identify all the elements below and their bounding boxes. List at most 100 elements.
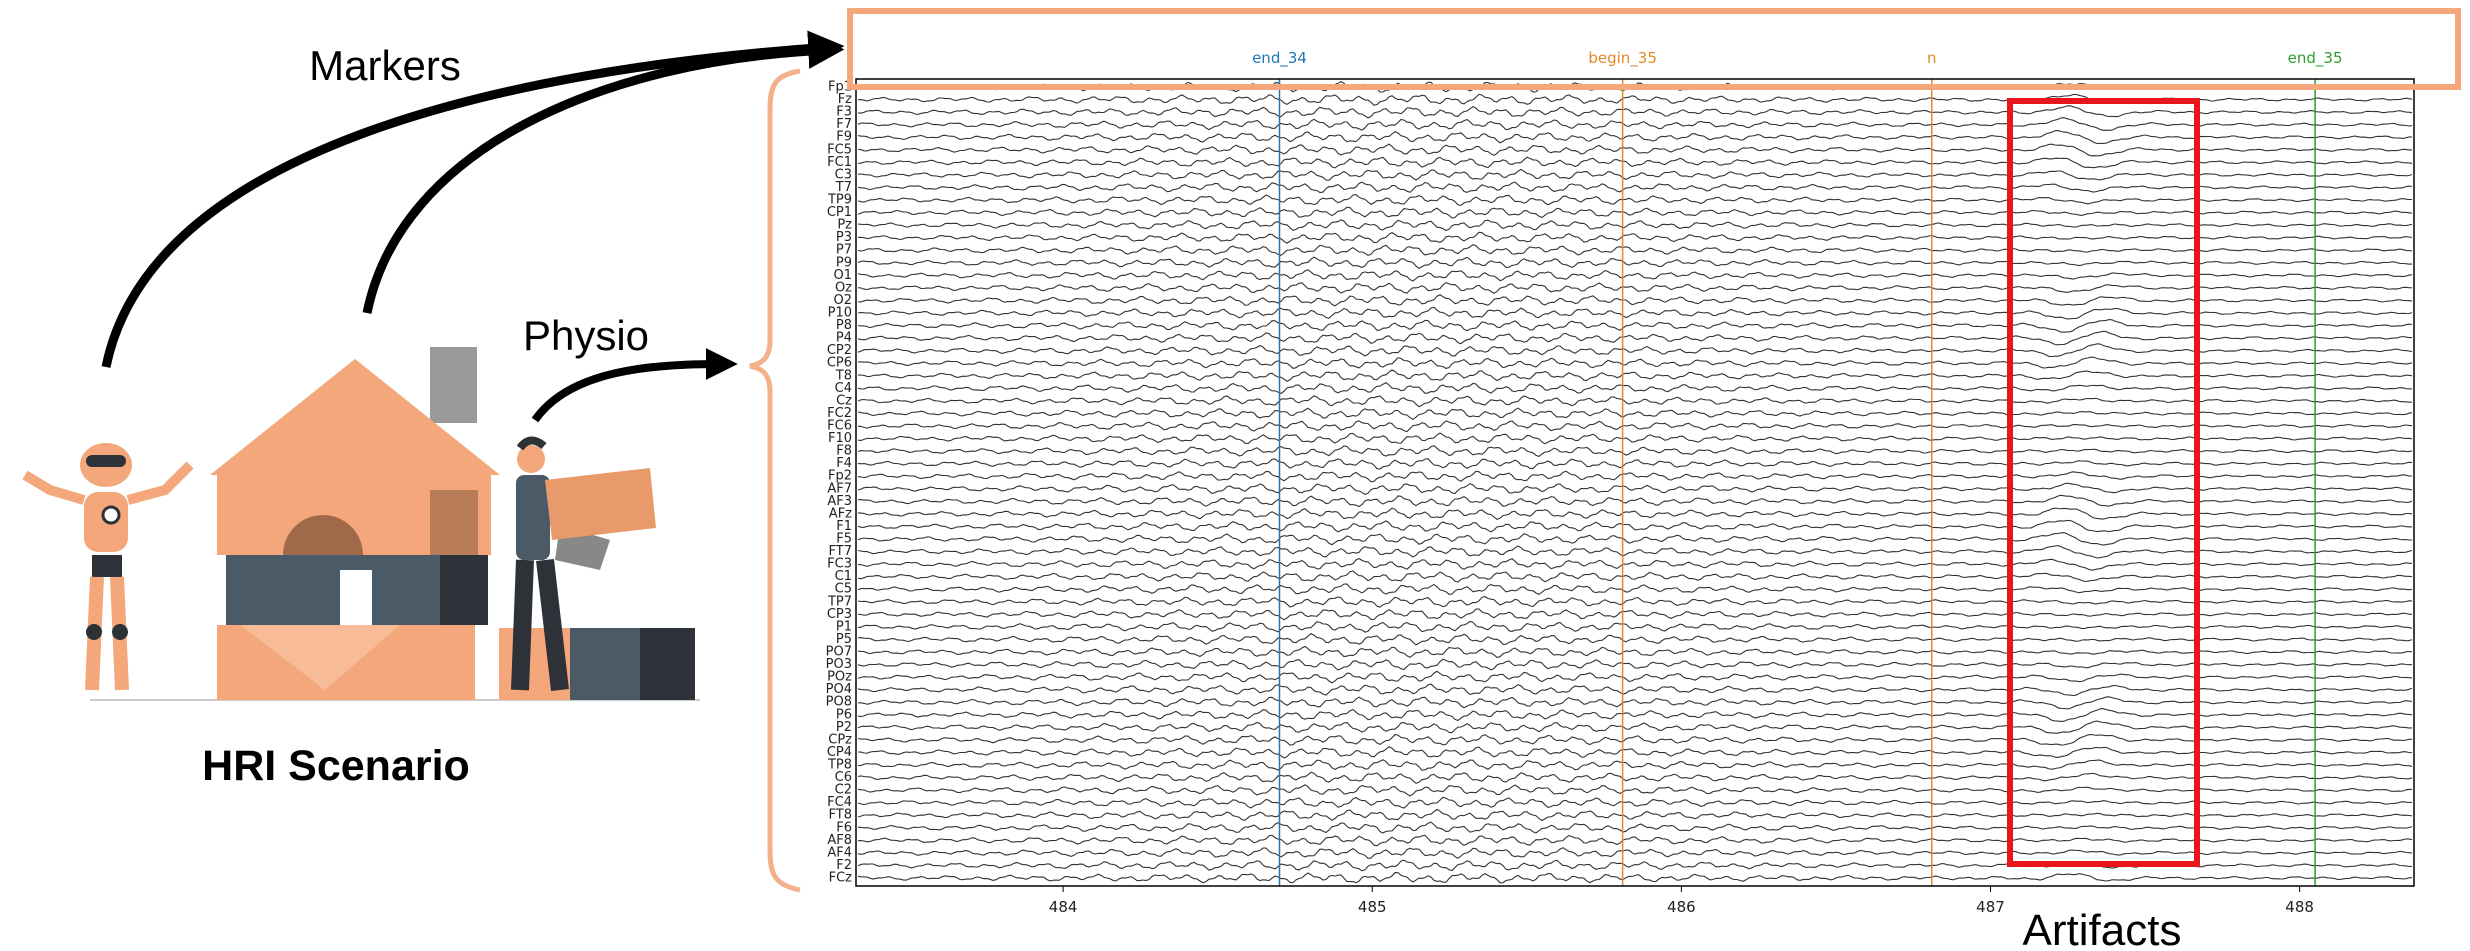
eeg-trace xyxy=(857,432,2413,445)
eeg-trace xyxy=(857,306,2413,320)
channel-label: P8 xyxy=(836,318,852,333)
eeg-trace xyxy=(857,168,2413,181)
eeg-trace xyxy=(857,105,2413,119)
channel-label: F9 xyxy=(836,130,852,145)
channel-label: FC4 xyxy=(827,795,852,810)
channel-label: CP4 xyxy=(827,745,852,760)
markers-label: Markers xyxy=(309,42,461,89)
channel-label: F4 xyxy=(836,456,852,471)
eeg-trace xyxy=(857,156,2413,169)
channel-label: P1 xyxy=(836,619,852,634)
channel-label: FC3 xyxy=(827,557,852,572)
x-tick-label: 485 xyxy=(1358,898,1387,916)
channel-label: F3 xyxy=(836,105,852,120)
eeg-trace xyxy=(857,130,2412,145)
eeg-trace xyxy=(857,708,2413,722)
x-tick-label: 486 xyxy=(1667,898,1696,916)
eeg-trace xyxy=(857,658,2413,671)
eeg-trace xyxy=(857,494,2413,508)
eeg-trace xyxy=(857,645,2413,659)
hri-illustration xyxy=(22,347,700,701)
channel-label: Pz xyxy=(837,218,852,233)
channel-label: FCz xyxy=(829,871,853,886)
eeg-plot: Fp1FzF3F7F9FC5FC1C3T7TP9CP1PzP3P7P9O1OzO… xyxy=(826,49,2413,916)
event-label: begin_35 xyxy=(1588,49,1657,68)
eeg-trace xyxy=(857,219,2413,232)
eeg-trace xyxy=(857,784,2413,797)
eeg-trace xyxy=(857,847,2413,859)
eeg-trace xyxy=(857,420,2413,433)
eeg-trace xyxy=(857,206,2413,219)
eeg-trace xyxy=(857,633,2413,646)
eeg-trace xyxy=(857,507,2413,521)
eeg-trace xyxy=(857,470,2413,483)
channel-label: Fz xyxy=(838,92,852,107)
channel-label: F5 xyxy=(836,532,852,547)
eeg-trace xyxy=(857,482,2413,496)
x-tick-label: 488 xyxy=(2285,898,2314,916)
channel-label: Oz xyxy=(835,280,852,295)
channel-label: O2 xyxy=(833,293,852,308)
eeg-trace xyxy=(857,356,2413,370)
event-label: end_35 xyxy=(2288,49,2343,68)
channel-label: PO7 xyxy=(826,645,852,660)
eeg-trace xyxy=(857,330,2412,346)
channel-label: O1 xyxy=(833,268,852,283)
channel-label: FC2 xyxy=(827,406,852,421)
channel-label: P2 xyxy=(836,720,852,735)
channel-label: FT7 xyxy=(829,544,852,559)
channel-label: TP7 xyxy=(827,594,852,609)
eeg-trace xyxy=(857,282,2413,294)
channel-label: CP1 xyxy=(827,205,852,220)
channel-label: F1 xyxy=(836,519,852,534)
channel-label: Fp1 xyxy=(828,80,852,95)
eeg-trace xyxy=(857,458,2413,470)
channel-label: F7 xyxy=(836,117,852,132)
channel-label: PO3 xyxy=(826,657,852,672)
channel-label: AFz xyxy=(829,506,852,521)
eeg-trace xyxy=(857,269,2413,282)
eeg-trace xyxy=(857,746,2413,759)
channel-label: AF3 xyxy=(827,494,852,509)
eeg-trace xyxy=(857,243,2413,257)
eeg-trace xyxy=(857,545,2413,559)
channel-label: FC6 xyxy=(827,419,852,434)
channel-label: C6 xyxy=(835,770,852,785)
event-label: n xyxy=(1927,49,1937,67)
eeg-trace xyxy=(857,231,2413,244)
markers-arrow xyxy=(101,30,845,368)
channel-label: P5 xyxy=(836,632,852,647)
channel-label: AF4 xyxy=(827,845,852,860)
channel-label: C1 xyxy=(835,569,852,584)
eeg-trace xyxy=(857,343,2413,358)
eeg-trace xyxy=(857,570,2413,583)
eeg-trace xyxy=(857,194,2413,206)
channel-label: T8 xyxy=(835,368,852,383)
channel-label: AF7 xyxy=(827,481,852,496)
channel-label: P10 xyxy=(828,306,852,321)
artifacts-label: Artifacts xyxy=(2023,906,2182,951)
channel-label: PO8 xyxy=(826,695,852,710)
channel-label: POz xyxy=(827,670,852,685)
channel-label: AF8 xyxy=(827,833,852,848)
x-tick-label: 487 xyxy=(1976,898,2005,916)
physio-arrow xyxy=(531,348,738,423)
eeg-trace xyxy=(857,143,2412,157)
channel-label: CP6 xyxy=(827,356,852,371)
channel-label: Cz xyxy=(836,393,852,408)
channel-label: C3 xyxy=(835,167,852,182)
channel-label: FC5 xyxy=(827,142,852,157)
eeg-trace xyxy=(857,608,2413,621)
channel-label: TP8 xyxy=(827,758,852,773)
eeg-trace xyxy=(857,759,2413,771)
eeg-trace xyxy=(857,796,2413,809)
eeg-trace xyxy=(857,319,2413,333)
eeg-trace xyxy=(857,181,2413,194)
channel-label: PO4 xyxy=(826,682,852,697)
channel-label: F10 xyxy=(828,431,852,446)
eeg-trace xyxy=(857,395,2413,408)
eeg-trace xyxy=(857,382,2413,395)
channel-label: P6 xyxy=(836,707,852,722)
eeg-trace xyxy=(857,444,2413,458)
channel-label: CPz xyxy=(828,732,852,747)
